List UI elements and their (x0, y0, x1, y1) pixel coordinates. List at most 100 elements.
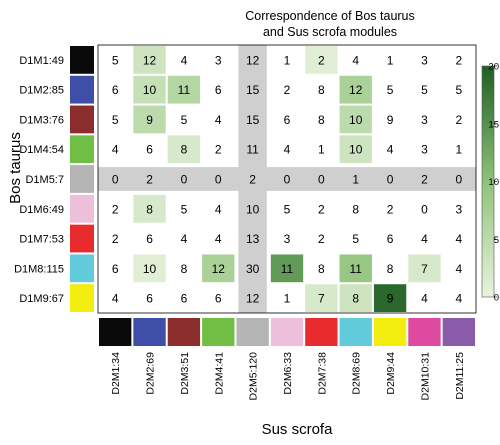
heatmap-cell (167, 75, 201, 104)
cell-count: 10 (246, 202, 260, 216)
cell-count: 3 (284, 232, 291, 246)
column-color-swatch (339, 318, 372, 346)
y-axis-label: Bos taurus (7, 132, 24, 204)
cell-count: 10 (143, 262, 157, 276)
row-label: D1M5:7 (25, 174, 64, 186)
heatmap-cells: 5 12 4 3 12 1 2 4 1 3 26 10 11 6 15 2 8 12 5 5 55 9 5 4 15 6 8 10 9 3… (97, 44, 477, 314)
column-color-swatch (373, 318, 407, 346)
cell-count: 4 (387, 143, 394, 157)
cell-count: 0 (318, 173, 325, 187)
cell-count: 2 (455, 113, 462, 127)
cell-count: 6 (146, 232, 153, 246)
heatmap-cell (202, 254, 235, 283)
column-label: D2M2:69 (145, 352, 157, 395)
cell-count: 8 (181, 143, 188, 157)
cell-count: 4 (352, 53, 359, 67)
column-color-swatch (270, 318, 304, 346)
cell-count: 3 (421, 143, 428, 157)
cell-count: 0 (215, 173, 222, 187)
heatmap-cell (408, 254, 441, 283)
row-color-swatch (70, 254, 94, 283)
row-color-swatch (70, 135, 94, 164)
cell-count: 3 (421, 53, 428, 67)
heatmap-cell (133, 194, 166, 223)
cell-count: 7 (318, 292, 325, 306)
column-label: D2M7:38 (316, 352, 328, 395)
highlight-row-band (98, 167, 476, 191)
cell-count: 11 (349, 262, 362, 276)
cell-count: 12 (212, 262, 226, 276)
row-label: D1M7:53 (19, 234, 64, 246)
cell-count: 1 (284, 292, 291, 306)
cell-count: 0 (421, 202, 428, 216)
cell-count: 1 (455, 143, 462, 157)
cell-count: 8 (181, 262, 188, 276)
colorbar-tick-label: 0 (494, 293, 499, 304)
cell-count: 4 (215, 232, 222, 246)
cell-count: 4 (455, 292, 462, 306)
colorbar-tick-label: 10 (488, 177, 499, 188)
cell-count: 8 (318, 262, 325, 276)
cell-count: 4 (181, 53, 188, 67)
cell-count: 2 (112, 202, 119, 216)
cell-count: 8 (352, 202, 359, 216)
column-label: D2M10:31 (419, 352, 431, 401)
row-color-swatch (70, 46, 94, 74)
cell-count: 30 (246, 262, 260, 276)
column-color-swatch (133, 318, 166, 346)
column-label: D2M6:33 (282, 352, 294, 395)
cell-count: 6 (387, 232, 394, 246)
cell-count: 5 (112, 113, 119, 127)
cell-count: 7 (421, 262, 428, 276)
cell-count: 1 (352, 173, 359, 187)
cell-count: 9 (387, 113, 394, 127)
heatmap-frame (97, 44, 477, 314)
heatmap-cell (339, 135, 372, 164)
cell-count: 8 (318, 83, 325, 97)
column-color-bar (99, 318, 475, 346)
cell-count: 8 (146, 202, 153, 216)
cell-count: 5 (284, 202, 291, 216)
cell-count: 4 (455, 262, 462, 276)
column-label: D2M11:25 (454, 352, 466, 400)
cell-count: 2 (318, 232, 325, 246)
column-color-swatch (202, 318, 235, 346)
cell-count: 5 (181, 113, 188, 127)
row-color-swatch (70, 224, 94, 253)
cell-count: 0 (181, 173, 188, 187)
row-color-swatch (70, 75, 94, 104)
cell-count: 2 (284, 83, 291, 97)
cell-count: 2 (318, 53, 325, 67)
column-color-swatch (305, 318, 338, 346)
cell-count: 4 (215, 113, 222, 127)
column-color-swatch (442, 318, 475, 346)
colorbar-tick-label: 5 (494, 235, 499, 246)
cell-count: 2 (387, 202, 394, 216)
colorbar-tick-label: 20 (488, 62, 499, 73)
column-color-swatch (167, 318, 201, 346)
cell-count: 4 (112, 143, 119, 157)
column-label: D2M9:44 (385, 352, 397, 395)
row-color-swatch (70, 284, 94, 312)
heatmap-cell (133, 75, 166, 104)
heatmap-cell (305, 46, 338, 74)
cell-count: 5 (112, 53, 119, 67)
cell-count: 1 (387, 53, 394, 67)
row-color-bar (70, 46, 94, 312)
column-color-swatch (236, 318, 269, 346)
cell-count: 0 (112, 173, 119, 187)
heatmap-cell (133, 254, 166, 283)
heatmap-cell (373, 284, 407, 312)
cell-count: 12 (246, 53, 260, 67)
cell-count: 6 (181, 292, 188, 306)
cell-count: 12 (246, 292, 260, 306)
heatmap-cell (339, 284, 372, 312)
cell-count: 9 (146, 113, 153, 127)
x-axis-label: Sus scrofa (262, 421, 334, 438)
cell-count: 6 (146, 292, 153, 306)
heatmap-cell (270, 254, 304, 283)
heatmap-cell (167, 135, 201, 164)
cell-count: 2 (318, 202, 325, 216)
cell-count: 8 (352, 292, 359, 306)
